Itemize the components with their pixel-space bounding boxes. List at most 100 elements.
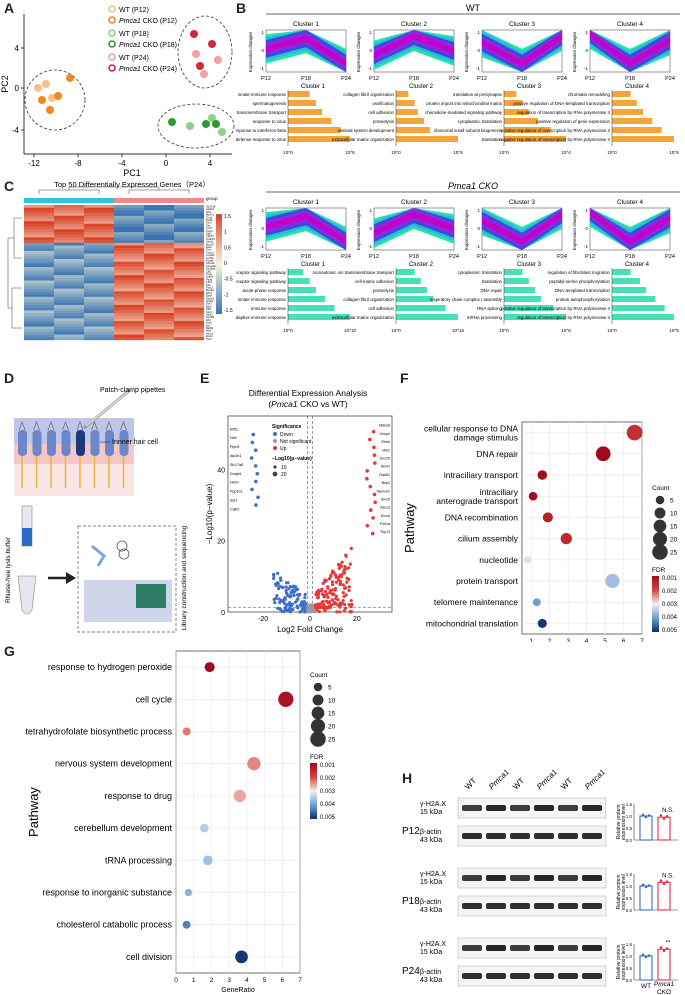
gene-label: Pou4f3 [206, 315, 215, 319]
heatmap-cell [114, 242, 144, 246]
enrich-pathway-label: DNA repair [476, 449, 518, 459]
heatmap-cell [174, 280, 204, 284]
heatmap-cell [84, 326, 114, 330]
go-bar [288, 118, 332, 124]
go-bar [504, 296, 542, 302]
cluster-band [482, 33, 562, 67]
volcano-point-down [278, 607, 282, 611]
kda-label: 15 kDa [420, 949, 442, 956]
heatmap-cell [24, 307, 54, 311]
go-term-label: negative regulation of transcription by … [499, 137, 610, 142]
enrich-xtick: 0 [174, 977, 178, 984]
volcano-gene-label: Nefm [230, 481, 239, 485]
go-cluster-title: Cluster 3 [517, 84, 542, 90]
go-bar [612, 127, 662, 133]
blot-band [558, 903, 578, 909]
hair-cell [61, 430, 71, 456]
heatmap-cell [54, 318, 84, 322]
volcano-point-down [288, 610, 292, 614]
enrich-xtick: 1 [529, 638, 533, 642]
pca-xtick-label: -4 [118, 159, 126, 168]
bar-dot-cko [665, 947, 669, 950]
volcano-point-down [272, 576, 276, 581]
heatmap-cell [84, 242, 114, 246]
cluster-ytick: 1 [369, 30, 372, 35]
heatmap-cell [144, 223, 174, 227]
bar-dot-wt [647, 884, 651, 887]
heatmap-cell [174, 288, 204, 292]
cluster-ylabel: Expression changes [464, 209, 469, 250]
gene-label: Ocm [206, 221, 211, 225]
volcano-point-down [272, 597, 276, 602]
panel-label-d: D [4, 370, 15, 386]
cluster-ytick: 1 [477, 30, 480, 35]
bar-dot-wt [641, 883, 645, 887]
pca-point [200, 70, 208, 78]
enrich-pathway-label: cerebellum development [74, 823, 173, 833]
heatmap-cell [24, 210, 54, 214]
blot-band [462, 833, 482, 839]
heatmap-cell [24, 267, 54, 270]
scale-tick: 1.5 [224, 214, 231, 220]
gene-label: Lhfpl5 [206, 275, 214, 279]
heatmap-cell [174, 269, 204, 273]
bar-dot-cko [662, 817, 666, 820]
pca-legend-marker [108, 53, 116, 61]
volcano-frame [227, 415, 393, 613]
heatmap-cell [144, 210, 174, 214]
heatmap-cell [114, 210, 144, 214]
heatmap-cell [114, 288, 144, 292]
go-bar [504, 91, 517, 97]
heatmap-cell [144, 321, 174, 324]
go-bar [288, 287, 316, 293]
pca-point [46, 106, 54, 114]
blot-band [510, 945, 530, 951]
volcano-point-up [344, 606, 348, 610]
go-bar [612, 109, 643, 115]
fdr-tick: 0.002 [662, 589, 678, 595]
go-bar [612, 118, 653, 124]
heatmap-cell [54, 299, 84, 303]
heatmap-cell [84, 205, 114, 208]
volcano-ylabel: −Log10(p−value) [205, 483, 214, 544]
gene-label: Slc17a8 [206, 205, 216, 209]
heatmap-cell [84, 267, 114, 270]
stereocilia [33, 421, 40, 431]
heatmap-cell [144, 250, 174, 254]
volcano-point-up [332, 602, 336, 606]
enrich-pathway-label: anterograde transport [436, 496, 518, 506]
go-term-label: cellular response to interferon-beta [236, 128, 287, 133]
go-term-label: DNA repair [481, 288, 503, 293]
gene-label: Clic5 [206, 280, 212, 284]
cluster-ytick: -1 [368, 244, 372, 249]
cluster-band [590, 209, 670, 245]
cluster-ytick: 0 [261, 48, 264, 53]
volcano-legend-label: Not significant [280, 439, 312, 445]
heatmap-cell [174, 315, 204, 319]
go-axis-tick: 10^0 [607, 150, 617, 155]
volcano-point-up [344, 593, 348, 597]
volcano-gene-label: Atmin [381, 465, 390, 469]
bar-dot-cko [659, 946, 663, 949]
lane-label: Pmca1 CKO [583, 770, 621, 791]
heatmap-cell [84, 259, 114, 262]
blot-band [486, 903, 506, 909]
blot-band [582, 945, 602, 951]
volcano-point-up [329, 573, 333, 578]
heatmap-cell [54, 215, 84, 219]
blot-strip [457, 797, 607, 819]
go-term-label: protein import into mitochondrial matrix [426, 101, 502, 106]
blot-band [462, 973, 482, 979]
heatmap-cell [144, 337, 174, 341]
heatmap-cell [174, 275, 204, 279]
heatmap-cell [114, 223, 144, 227]
cluster-xtick: P24 [449, 76, 459, 82]
heatmap-cell [84, 334, 114, 338]
volcano-xlabel: Log2 Fold Change [277, 625, 343, 634]
go-cluster-title: Cluster 4 [625, 84, 650, 90]
pca-point [34, 84, 42, 92]
enrich-pathway-label: nucleotide [479, 555, 518, 565]
count-legend-label: 15 [328, 711, 336, 718]
heatmap-cell [114, 218, 144, 222]
heatmap-cell [174, 237, 204, 241]
